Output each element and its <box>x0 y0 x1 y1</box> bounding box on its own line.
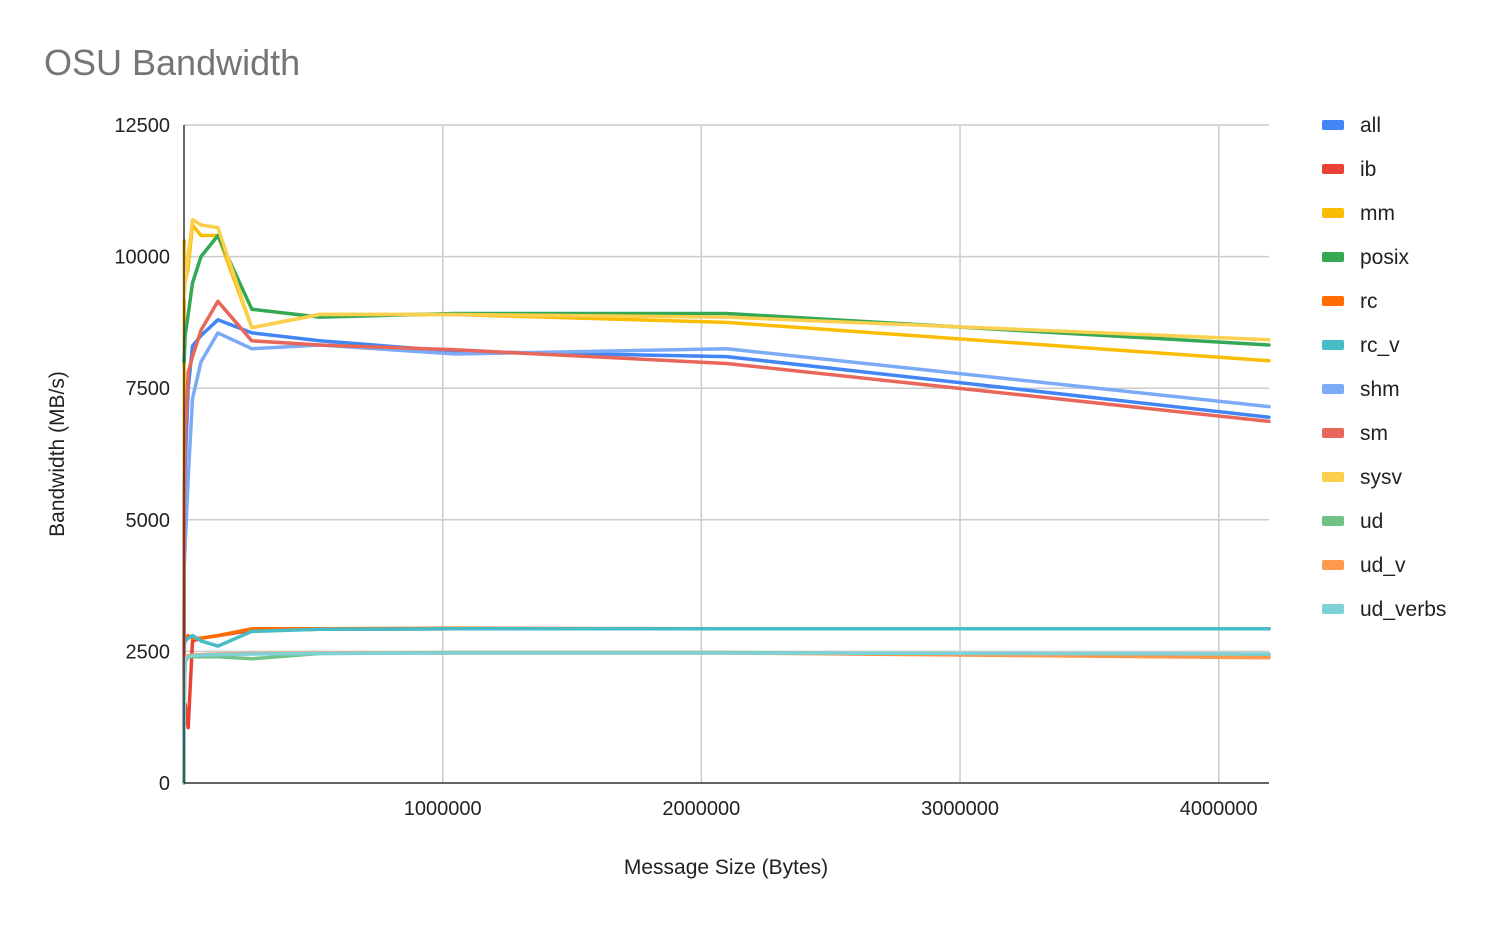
legend-item-mm[interactable]: mm <box>1322 202 1395 225</box>
x-tick-label: 1000000 <box>404 798 482 820</box>
legend-label: ud_verbs <box>1360 598 1446 621</box>
legend-label: rc <box>1360 290 1378 313</box>
legend-label: ud <box>1360 510 1383 533</box>
x-tick-label: 4000000 <box>1180 798 1258 820</box>
legend-label: ud_v <box>1360 554 1406 577</box>
y-tick-label: 5000 <box>126 510 171 532</box>
legend-item-ud-verbs[interactable]: ud_verbs <box>1322 598 1446 621</box>
series-line-mm <box>182 223 1271 654</box>
legend-label: mm <box>1360 202 1395 225</box>
legend-item-sysv[interactable]: sysv <box>1322 466 1403 489</box>
series-lines <box>182 218 1271 785</box>
legend-swatch <box>1322 384 1344 394</box>
x-tick-label: 3000000 <box>921 798 999 820</box>
legend-label: shm <box>1360 378 1400 401</box>
series-line-sysv <box>182 218 1271 342</box>
x-axis-title: Message Size (Bytes) <box>624 856 828 879</box>
legend-swatch <box>1322 516 1344 526</box>
legend-item-rc-v[interactable]: rc_v <box>1322 334 1400 357</box>
legend-swatch <box>1322 472 1344 482</box>
legend-item-ib[interactable]: ib <box>1322 158 1376 181</box>
legend-item-ud-v[interactable]: ud_v <box>1322 554 1406 577</box>
series-line-ud-verbs <box>182 651 1271 785</box>
y-tick-label: 12500 <box>114 115 170 137</box>
x-tick-label: 2000000 <box>662 798 740 820</box>
legend-swatch <box>1322 120 1344 130</box>
legend-swatch <box>1322 164 1344 174</box>
series-line-ud-v <box>182 651 1271 785</box>
legend-swatch <box>1322 340 1344 350</box>
legend-item-posix[interactable]: posix <box>1322 246 1410 269</box>
legend-label: all <box>1360 114 1381 137</box>
y-tick-label: 2500 <box>126 641 171 663</box>
chart-title: OSU Bandwidth <box>44 42 300 83</box>
legend-label: rc_v <box>1360 334 1400 357</box>
legend-item-sm[interactable]: sm <box>1322 422 1388 445</box>
series-line-all <box>182 318 1271 743</box>
y-tick-label: 7500 <box>126 378 171 400</box>
gridlines <box>184 124 1269 783</box>
legend-item-shm[interactable]: shm <box>1322 378 1400 401</box>
legend-swatch <box>1322 208 1344 218</box>
legend-label: posix <box>1360 246 1410 269</box>
axes: 0 2500 5000 7500 10000 12500 1000000 2000000 300… <box>114 115 1269 820</box>
legend-item-ud[interactable]: ud <box>1322 510 1383 533</box>
legend-swatch <box>1322 428 1344 438</box>
legend-label: ib <box>1360 158 1376 181</box>
legend-swatch <box>1322 252 1344 262</box>
legend-swatch <box>1322 560 1344 570</box>
legend-label: sm <box>1360 422 1388 445</box>
legend-swatch <box>1322 296 1344 306</box>
series-line-sm <box>182 299 1271 733</box>
y-axis-title: Bandwidth (MB/s) <box>46 371 69 537</box>
y-tick-label: 0 <box>159 773 170 795</box>
series-line-rc <box>182 626 1271 706</box>
legend-item-rc[interactable]: rc <box>1322 290 1378 313</box>
series-line-shm <box>182 331 1271 722</box>
legend-swatch <box>1322 604 1344 614</box>
y-tick-label: 10000 <box>114 247 170 269</box>
legend-item-all[interactable]: all <box>1322 114 1381 137</box>
legend-label: sysv <box>1360 466 1403 489</box>
series-line-ud <box>182 650 1271 785</box>
